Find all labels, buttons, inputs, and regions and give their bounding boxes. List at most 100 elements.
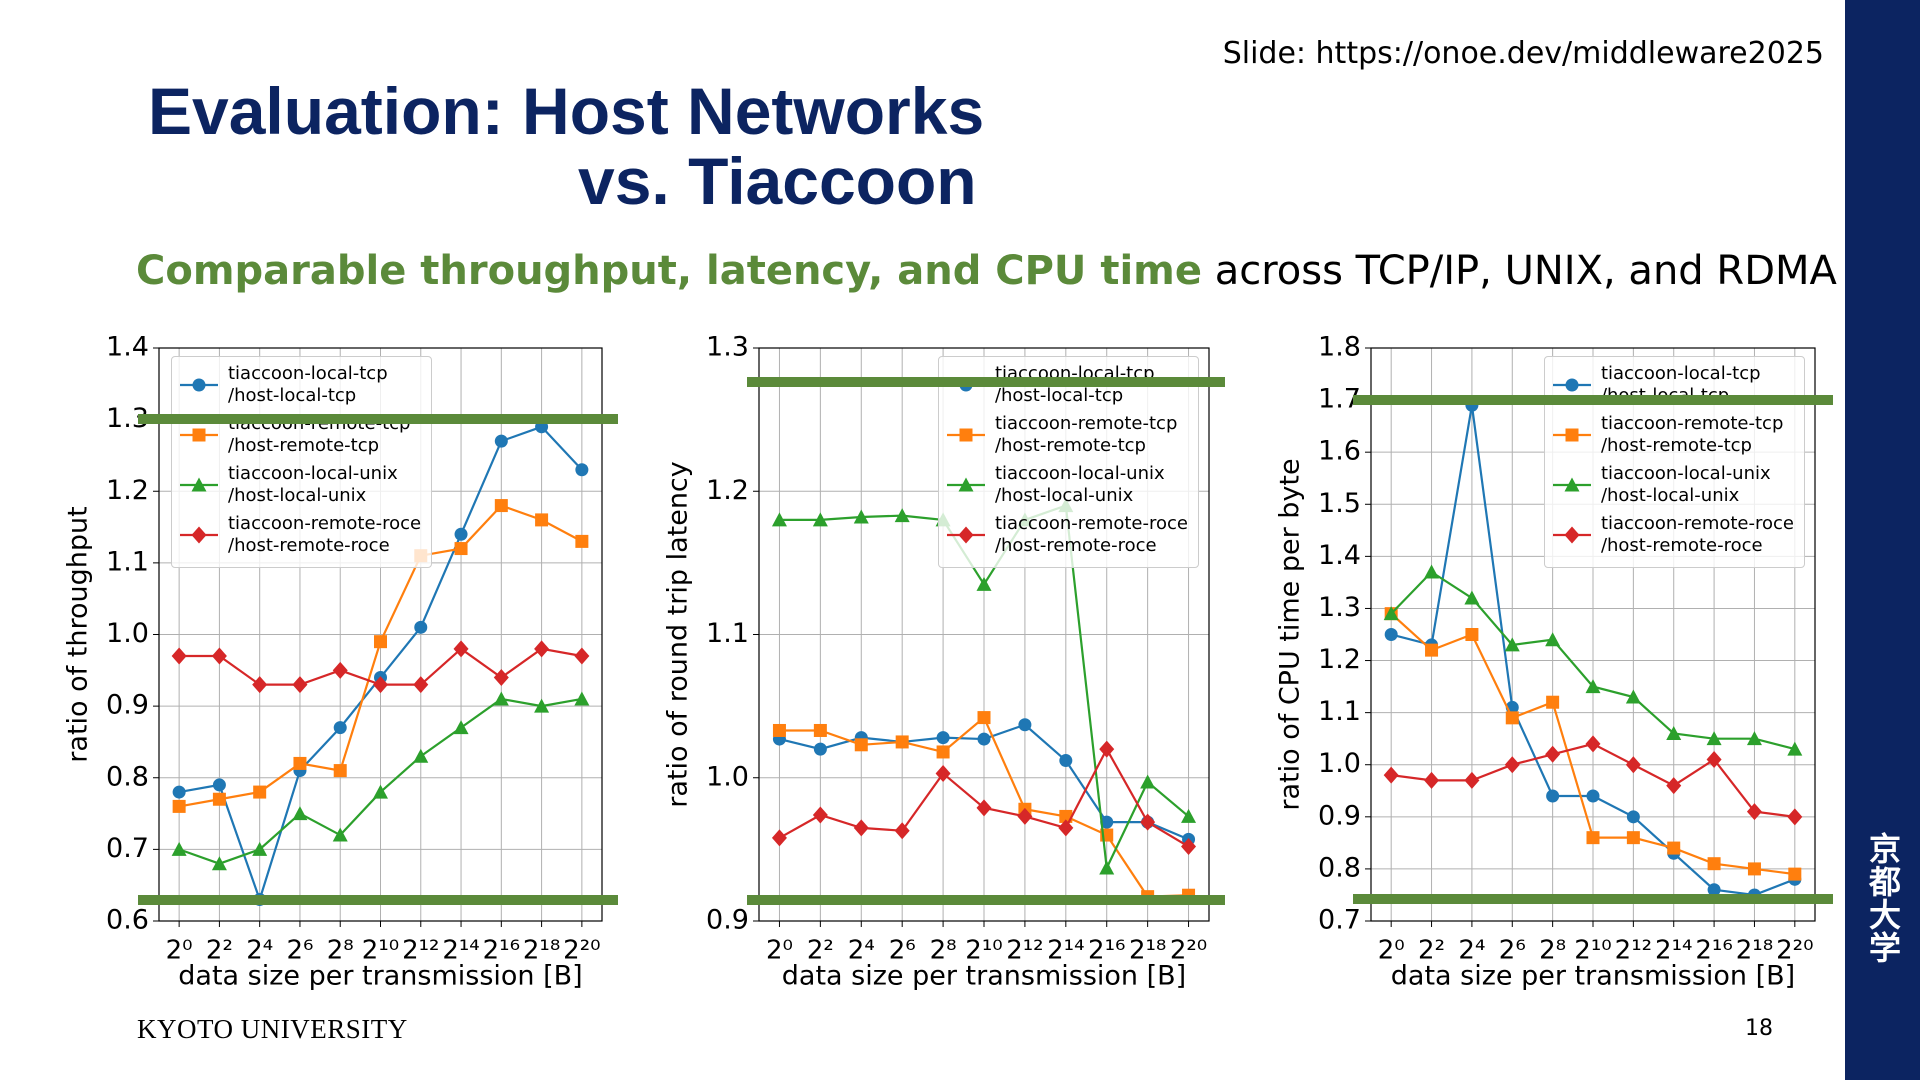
y-tick-label: 1.2 bbox=[1318, 644, 1361, 675]
marker bbox=[1706, 751, 1722, 769]
y-tick-label: 1.5 bbox=[1318, 488, 1361, 519]
slide-title-line2: vs. Tiaccoon bbox=[578, 144, 977, 218]
x-tick-label: 2¹⁸ bbox=[1129, 936, 1166, 966]
marker bbox=[172, 785, 186, 799]
x-tick-label: 2² bbox=[807, 936, 834, 966]
legend-label: tiaccoon-remote-roce /host-remote-roce bbox=[994, 513, 1188, 556]
legend-swatch bbox=[180, 378, 218, 392]
x-tick-label: 2⁸ bbox=[930, 936, 957, 966]
marker bbox=[958, 526, 974, 544]
marker bbox=[1625, 756, 1641, 774]
marker bbox=[1586, 831, 1600, 845]
legend-swatch bbox=[1552, 428, 1591, 442]
legend-swatch bbox=[1552, 477, 1591, 492]
x-tick-label: 2⁰ bbox=[766, 936, 793, 966]
y-tick-label: 1.2 bbox=[706, 475, 749, 506]
legend-entry: tiaccoon-local-unix /host-local-unix bbox=[1551, 463, 1794, 507]
marker bbox=[1018, 718, 1032, 732]
plot-frame bbox=[758, 347, 1210, 922]
y-tick-label: 1.1 bbox=[106, 546, 149, 577]
legend-entry: tiaccoon-local-tcp /host-local-tcp bbox=[178, 363, 421, 407]
x-tick-label: 2²⁰ bbox=[1170, 936, 1207, 966]
x-tick-label: 2⁰ bbox=[1378, 936, 1405, 966]
slide-link[interactable]: Slide: https://onoe.dev/middleware2025 bbox=[1222, 36, 1824, 71]
marker bbox=[373, 784, 388, 799]
marker bbox=[1626, 810, 1640, 824]
y-tick-label: 1.0 bbox=[106, 618, 149, 649]
marker bbox=[414, 620, 428, 634]
marker bbox=[1546, 695, 1560, 709]
marker bbox=[494, 499, 508, 513]
y-tick-label: 1.7 bbox=[1318, 384, 1361, 415]
x-tick-label: 2¹⁸ bbox=[1736, 936, 1773, 966]
x-tick-label: 2⁴ bbox=[848, 936, 875, 966]
x-axis-label: data size per transmission [B] bbox=[1391, 961, 1795, 992]
marker bbox=[333, 764, 347, 778]
marker bbox=[1565, 428, 1579, 442]
marker bbox=[1788, 867, 1802, 881]
marker bbox=[454, 542, 468, 556]
x-tick-label: 2² bbox=[1418, 936, 1445, 966]
marker bbox=[1564, 526, 1580, 544]
marker bbox=[1059, 754, 1073, 768]
marker bbox=[1383, 766, 1399, 784]
marker bbox=[211, 647, 227, 665]
subtitle-highlight: Comparable throughput, latency, and CPU … bbox=[136, 248, 1202, 294]
x-tick-label: 2⁰ bbox=[166, 936, 193, 966]
y-tick-label: 1.1 bbox=[1318, 696, 1361, 727]
marker bbox=[853, 819, 869, 837]
marker bbox=[413, 748, 429, 763]
y-tick-label: 1.0 bbox=[706, 761, 749, 792]
marker bbox=[1787, 808, 1803, 826]
slide-title: Evaluation: Host Networks bbox=[148, 74, 985, 148]
x-tick-label: 2¹⁰ bbox=[965, 936, 1002, 966]
marker bbox=[1465, 398, 1479, 412]
marker bbox=[1667, 841, 1681, 855]
marker bbox=[212, 778, 226, 792]
marker bbox=[813, 742, 827, 756]
legend: tiaccoon-local-tcp /host-local-tcp tiacco… bbox=[1543, 356, 1805, 568]
plot-frame bbox=[158, 347, 603, 922]
marker bbox=[192, 428, 206, 442]
marker bbox=[171, 841, 187, 856]
marker bbox=[1424, 771, 1440, 789]
marker bbox=[494, 434, 508, 448]
legend-swatch bbox=[946, 477, 985, 492]
legend-label: tiaccoon-remote-tcp /host-remote-tcp bbox=[1600, 413, 1784, 456]
marker bbox=[1585, 735, 1601, 753]
y-tick-label: 1.8 bbox=[1318, 332, 1361, 363]
marker bbox=[1747, 862, 1761, 876]
marker bbox=[1586, 789, 1600, 803]
y-axis-label: ratio of CPU time per byte bbox=[1275, 458, 1306, 810]
marker bbox=[1564, 477, 1580, 492]
x-tick-label: 2²⁰ bbox=[1776, 936, 1813, 966]
side-bar bbox=[1845, 0, 1920, 1080]
marker bbox=[453, 720, 469, 735]
y-tick-label: 0.6 bbox=[106, 905, 149, 936]
x-tick-label: 2⁶ bbox=[286, 936, 313, 966]
marker bbox=[1383, 606, 1399, 621]
marker bbox=[958, 477, 974, 492]
y-tick-label: 0.7 bbox=[106, 833, 149, 864]
marker bbox=[1545, 745, 1561, 763]
legend-label: tiaccoon-local-unix /host-local-unix bbox=[1600, 463, 1771, 506]
marker bbox=[1666, 777, 1682, 795]
y-axis-label: ratio of round trip latency bbox=[663, 461, 694, 808]
legend-label: tiaccoon-local-unix /host-local-unix bbox=[994, 463, 1165, 506]
marker bbox=[854, 738, 868, 752]
marker bbox=[574, 691, 590, 706]
footer: KYOTO UNIVERSITY bbox=[137, 1014, 408, 1044]
marker bbox=[1505, 711, 1519, 725]
subtitle-rest: across TCP/IP, UNIX, and RDMA bbox=[1214, 248, 1837, 294]
marker bbox=[192, 378, 206, 392]
legend-entry: tiaccoon-remote-roce /host-remote-roce bbox=[945, 513, 1188, 557]
legend: tiaccoon-local-tcp /host-local-tcp tiacco… bbox=[171, 356, 433, 568]
marker bbox=[1746, 803, 1762, 821]
legend-swatch bbox=[946, 428, 985, 442]
x-tick-label: 2¹⁴ bbox=[442, 936, 479, 966]
x-tick-label: 2⁶ bbox=[1499, 936, 1526, 966]
x-tick-label: 2¹⁴ bbox=[1655, 936, 1692, 966]
legend-label: tiaccoon-remote-tcp /host-remote-tcp bbox=[228, 413, 411, 456]
marker bbox=[1099, 740, 1115, 758]
legend-swatch bbox=[180, 477, 218, 492]
